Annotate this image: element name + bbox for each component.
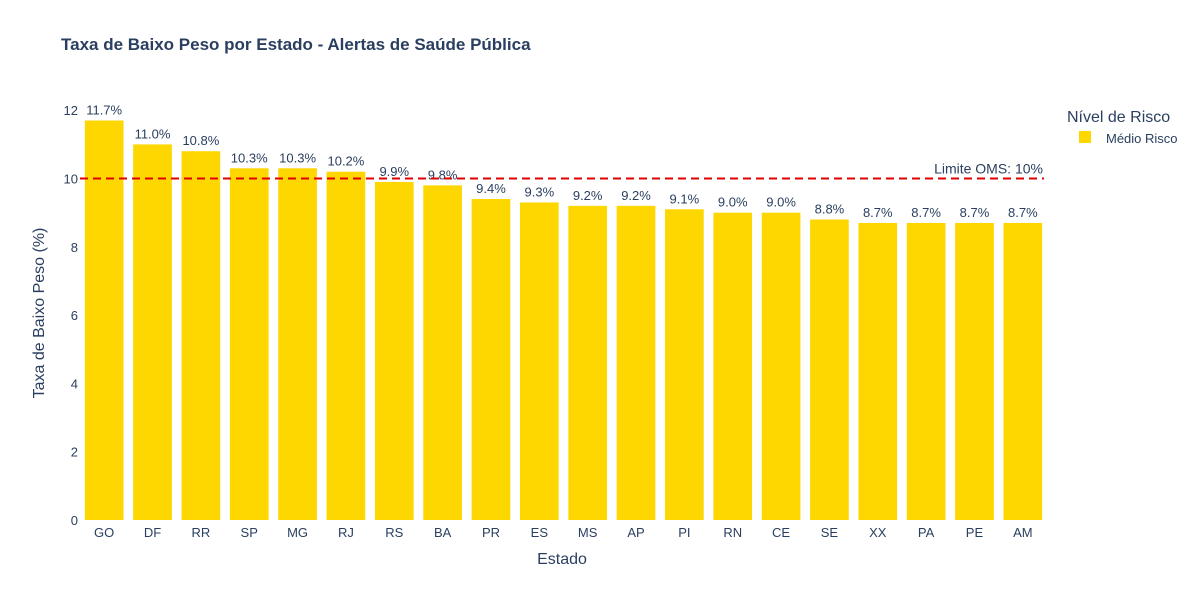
x-tick-ce: CE <box>772 525 790 540</box>
data-label-se: 8.8% <box>815 202 845 217</box>
bar-rs[interactable] <box>374 181 414 520</box>
bar-sp[interactable] <box>229 168 269 521</box>
data-label-mg: 10.3% <box>279 150 316 165</box>
y-tick-6: 6 <box>71 308 78 323</box>
data-label-ce: 9.0% <box>766 195 796 210</box>
data-label-pa: 8.7% <box>911 205 941 220</box>
x-tick-pa: PA <box>918 525 935 540</box>
bar-rn[interactable] <box>713 212 753 520</box>
x-tick-df: DF <box>144 525 161 540</box>
bar-se[interactable] <box>810 219 849 520</box>
bar-mg[interactable] <box>278 168 317 521</box>
data-label-rr: 10.8% <box>182 133 219 148</box>
y-axis-title: Taxa de Baixo Peso (%) <box>31 228 48 399</box>
data-label-rn: 9.0% <box>718 195 748 210</box>
bar-ms[interactable] <box>568 205 608 520</box>
bar-ba[interactable] <box>423 185 462 520</box>
data-label-pr: 9.4% <box>476 181 506 196</box>
data-label-ap: 9.2% <box>621 188 651 203</box>
bar-pr[interactable] <box>471 199 511 520</box>
x-tick-pi: PI <box>678 525 690 540</box>
x-tick-ap: AP <box>627 525 644 540</box>
x-tick-rs: RS <box>385 525 403 540</box>
reference-line-layer: Limite OMS: 10% <box>80 161 1044 180</box>
x-tick-mg: MG <box>287 525 308 540</box>
y-tick-10: 10 <box>64 172 78 187</box>
y-axis-ticks: 0 2 4 6 8 10 12 <box>64 103 78 528</box>
x-tick-ba: BA <box>434 525 452 540</box>
x-tick-pe: PE <box>966 525 984 540</box>
bar-pi[interactable] <box>665 209 704 520</box>
bar-am[interactable] <box>1003 222 1043 520</box>
data-label-rj: 10.2% <box>327 154 364 169</box>
data-label-pi: 9.1% <box>670 191 700 206</box>
x-tick-go: GO <box>94 525 114 540</box>
data-label-ba: 9.8% <box>428 167 458 182</box>
x-tick-xx: XX <box>869 525 887 540</box>
data-label-pe: 8.7% <box>960 205 990 220</box>
reference-line-label: Limite OMS: 10% <box>934 161 1043 177</box>
legend: Nível de Risco Médio Risco <box>1067 109 1178 146</box>
data-label-sp: 10.3% <box>231 150 268 165</box>
x-tick-am: AM <box>1013 525 1033 540</box>
legend-title: Nível de Risco <box>1067 109 1170 126</box>
x-axis-ticks: GO DF RR SP MG RJ RS BA PR ES MS AP PI RN CE SE XX PA PE AM <box>94 525 1033 540</box>
data-label-rs: 9.9% <box>379 164 409 179</box>
bars-layer <box>84 120 1043 521</box>
bar-rj[interactable] <box>326 171 366 520</box>
x-tick-sp: SP <box>241 525 258 540</box>
y-tick-8: 8 <box>71 240 78 255</box>
data-label-es: 9.3% <box>525 184 555 199</box>
data-label-df: 11.0% <box>135 126 171 141</box>
legend-swatch[interactable] <box>1079 131 1091 143</box>
y-tick-4: 4 <box>71 376 78 391</box>
bar-pa[interactable] <box>906 222 946 520</box>
x-tick-rj: RJ <box>338 525 354 540</box>
data-label-xx: 8.7% <box>863 205 893 220</box>
legend-item-label[interactable]: Médio Risco <box>1106 131 1178 146</box>
data-labels-layer: 11.7% 11.0% 10.8% 10.3% 10.3% 10.2% 9.9% 9.8% 9.… <box>86 102 1038 219</box>
x-tick-rr: RR <box>191 525 210 540</box>
bar-xx[interactable] <box>858 222 898 520</box>
bar-go[interactable] <box>84 120 124 521</box>
data-label-go: 11.7% <box>86 102 122 117</box>
bar-ce[interactable] <box>761 212 801 520</box>
x-tick-ms: MS <box>578 525 598 540</box>
bar-df[interactable] <box>133 144 172 520</box>
x-tick-se: SE <box>821 525 839 540</box>
x-tick-pr: PR <box>482 525 500 540</box>
y-tick-2: 2 <box>71 445 78 460</box>
x-axis-title: Estado <box>537 551 587 568</box>
bar-es[interactable] <box>519 202 559 520</box>
y-tick-12: 12 <box>64 103 78 118</box>
x-tick-es: ES <box>531 525 549 540</box>
data-label-am: 8.7% <box>1008 205 1038 220</box>
bar-rr[interactable] <box>181 151 221 520</box>
x-tick-rn: RN <box>723 525 742 540</box>
chart-title: Taxa de Baixo Peso por Estado - Alertas … <box>61 35 531 54</box>
y-tick-0: 0 <box>71 513 78 528</box>
bar-ap[interactable] <box>616 205 656 520</box>
data-label-ms: 9.2% <box>573 188 603 203</box>
bar-pe[interactable] <box>955 222 994 520</box>
